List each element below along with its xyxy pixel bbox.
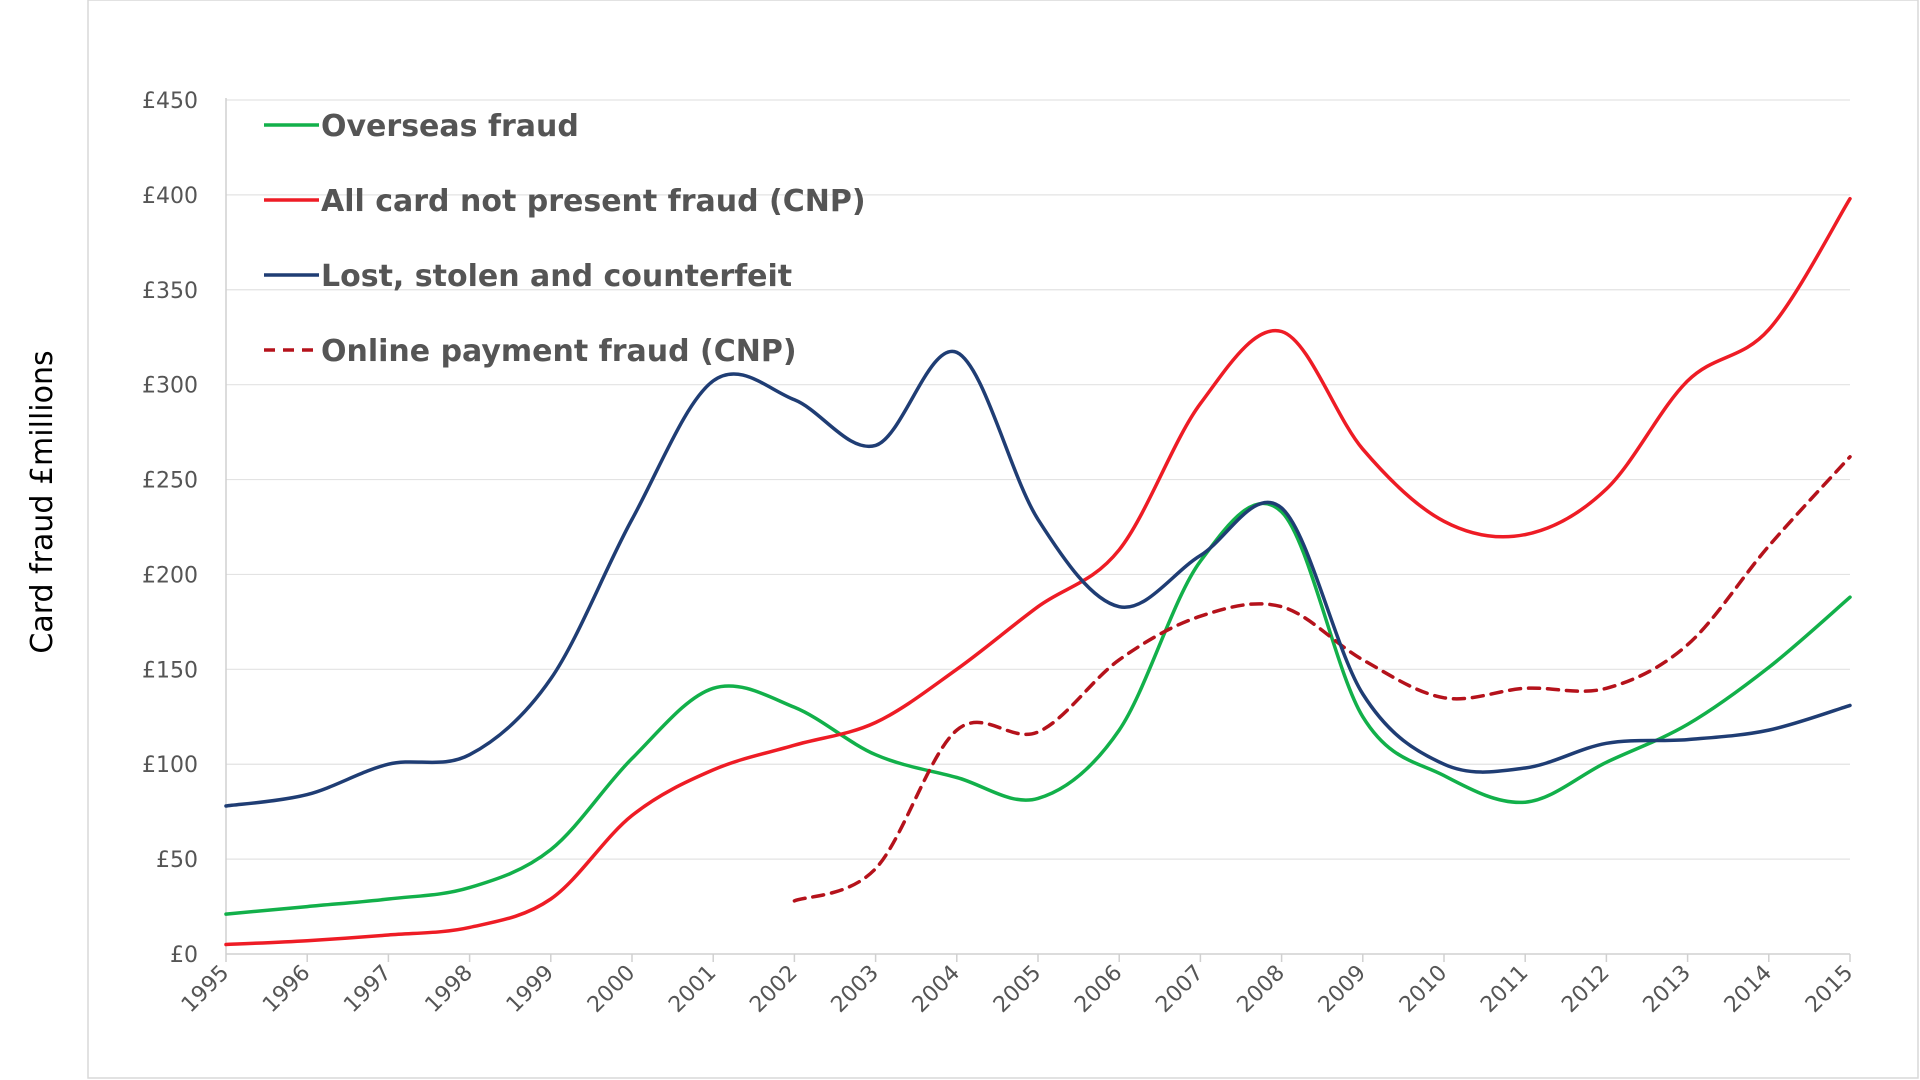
series-line-overseas-fraud	[224, 501, 1852, 916]
legend-label: Online payment fraud (CNP)	[321, 334, 797, 369]
series-line-online-payment-fraud-cnp	[792, 455, 1852, 903]
y-tick-label: £50	[156, 848, 198, 873]
y-tick-label: £100	[142, 753, 198, 778]
gridlines	[226, 99, 1850, 860]
legend: Overseas fraud All card not present fraud…	[264, 109, 866, 369]
y-tick-label: £200	[142, 563, 198, 588]
series-line-all-card-not-present-fraud-cnp	[224, 196, 1852, 947]
series-lines	[224, 196, 1852, 947]
y-tick-label: £400	[142, 184, 198, 209]
legend-label: Overseas fraud	[321, 109, 579, 144]
series-line-lost-stolen-and-counterfeit	[224, 349, 1852, 808]
y-tick-label: £300	[142, 374, 198, 399]
legend-label: Lost, stolen and counterfeit	[321, 259, 792, 294]
y-tick-label: £0	[170, 943, 198, 968]
y-tick-label: £450	[142, 89, 198, 114]
y-tick-label: £350	[142, 279, 198, 304]
chart-area-border	[87, 0, 1919, 1079]
legend-label: All card not present fraud (CNP)	[321, 184, 866, 219]
y-tick-label: £150	[142, 658, 198, 683]
y-tick-label: £250	[142, 469, 198, 494]
y-axis-title: Card fraud £millions	[25, 350, 60, 653]
